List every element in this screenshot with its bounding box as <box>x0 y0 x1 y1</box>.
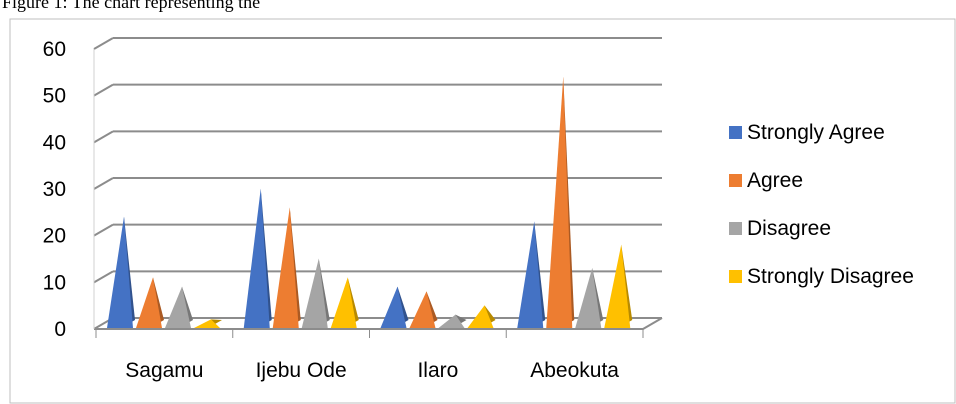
bar <box>136 277 164 328</box>
gridline-diagonal <box>93 270 114 284</box>
bar-front-face <box>136 277 162 328</box>
category-label: Ijebu Ode <box>256 359 347 382</box>
y-tick-label: 30 <box>43 178 66 201</box>
gridline-diagonal <box>93 223 114 237</box>
bar <box>546 76 575 329</box>
bar <box>517 221 546 328</box>
bar <box>107 216 135 328</box>
bar <box>272 207 301 328</box>
y-tick-label: 40 <box>43 131 66 154</box>
bar <box>243 188 272 328</box>
gridline-diagonal <box>93 177 114 190</box>
bar <box>409 291 438 328</box>
bar <box>330 277 359 328</box>
bar-front-face <box>380 286 407 328</box>
legend-label: Strongly Agree <box>747 121 885 144</box>
bar-front-face <box>467 305 494 328</box>
legend-swatch <box>729 222 742 235</box>
bar-front-face <box>409 291 436 328</box>
bar-series <box>107 76 633 329</box>
bar-front-face <box>438 314 465 328</box>
legend-swatch <box>729 174 742 187</box>
bar-front-face <box>301 258 328 328</box>
bar <box>438 314 467 328</box>
gridline-diagonal <box>93 37 114 50</box>
y-tick-label: 10 <box>43 271 66 294</box>
floor-side <box>642 317 663 330</box>
legend: Strongly Agree Agree Disagree Strongly Disa… <box>729 121 914 288</box>
bar <box>380 286 409 328</box>
bar-front-face <box>194 319 220 328</box>
category-label: Sagamu <box>125 359 203 382</box>
bar-front-face <box>546 76 573 329</box>
bar <box>165 286 193 328</box>
category-label: Ilaro <box>417 359 458 382</box>
gridline-diagonal <box>93 130 114 144</box>
x-axis-categories: Sagamu Ijebu Ode Ilaro Abeokuta <box>125 359 619 382</box>
legend-label: Disagree <box>747 217 831 240</box>
bar <box>604 244 633 328</box>
chart-border <box>9 18 956 404</box>
bar <box>301 258 330 328</box>
bar-front-face <box>330 277 357 328</box>
figure-caption: Figure 1: The chart representing the <box>2 0 261 12</box>
bar-front-face <box>165 286 191 328</box>
bar-front-face <box>604 244 631 328</box>
gridline-diagonal <box>93 83 114 97</box>
legend-label: Strongly Disagree <box>747 265 914 288</box>
y-tick-label: 0 <box>54 318 66 341</box>
bar-front-face <box>107 216 133 328</box>
bar <box>575 268 604 328</box>
bar-front-face <box>575 268 602 328</box>
legend-label: Agree <box>747 169 803 192</box>
bar-front-face <box>272 207 299 328</box>
y-tick-label: 20 <box>43 225 66 248</box>
bar <box>467 305 496 328</box>
legend-swatch <box>729 126 742 139</box>
gridlines <box>93 37 663 338</box>
bar-front-face <box>517 221 544 328</box>
category-label: Abeokuta <box>530 359 619 382</box>
legend-swatch <box>729 270 742 283</box>
y-axis-ticks: 0 10 20 30 40 50 60 <box>43 38 66 341</box>
bar-front-face <box>243 188 270 328</box>
y-tick-label: 50 <box>43 85 66 108</box>
y-tick-label: 60 <box>43 38 66 61</box>
bar <box>194 319 222 328</box>
